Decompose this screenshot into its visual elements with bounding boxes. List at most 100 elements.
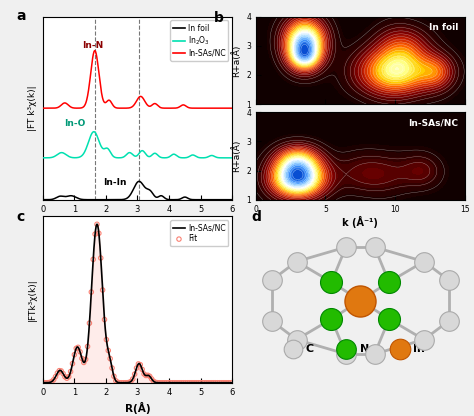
Point	[268, 318, 276, 324]
Point	[420, 258, 428, 265]
Fit	[154, 379, 161, 386]
Fit	[74, 344, 82, 351]
Y-axis label: R+a(Å): R+a(Å)	[231, 44, 241, 77]
Fit	[114, 379, 121, 386]
Point	[371, 244, 378, 250]
Fit	[46, 379, 54, 386]
Fit	[125, 379, 133, 386]
Y-axis label: |FTk³χ(k)|: |FTk³χ(k)|	[28, 278, 37, 321]
Point	[385, 279, 393, 285]
Fit	[121, 379, 129, 386]
In-SAs/NC	[40, 380, 46, 385]
Y-axis label: R+a(Å): R+a(Å)	[231, 140, 241, 172]
Fit	[185, 379, 193, 386]
Text: c: c	[16, 210, 24, 224]
Point	[385, 316, 393, 322]
Fit	[219, 379, 227, 386]
Fit	[135, 361, 142, 367]
Point	[342, 351, 350, 357]
Fit	[116, 379, 123, 386]
Fit	[163, 379, 171, 386]
Fit	[212, 379, 219, 386]
X-axis label: R(Å): R(Å)	[125, 402, 150, 414]
Fit	[40, 379, 48, 386]
Text: In-In: In-In	[103, 178, 126, 187]
Fit	[144, 372, 152, 379]
Fit	[225, 379, 233, 386]
Fit	[48, 378, 55, 385]
Text: In-SAs/NC: In-SAs/NC	[408, 119, 458, 127]
Fit	[208, 379, 216, 386]
Fit	[129, 376, 137, 382]
Point	[268, 277, 276, 283]
Text: N: N	[360, 344, 370, 354]
Fit	[210, 379, 218, 386]
In-SAs/NC	[167, 380, 173, 385]
Point	[445, 277, 452, 283]
Fit	[90, 256, 97, 263]
X-axis label: R(Å): R(Å)	[125, 219, 150, 231]
Fit	[102, 336, 110, 343]
Fit	[67, 368, 74, 375]
Fit	[182, 379, 189, 386]
Fit	[88, 289, 95, 295]
Fit	[97, 255, 105, 261]
Fit	[159, 379, 167, 386]
Fit	[165, 379, 173, 386]
Fit	[218, 379, 225, 386]
Fit	[65, 373, 73, 380]
Point	[328, 316, 335, 322]
Fit	[146, 373, 154, 380]
In-SAs/NC	[73, 346, 79, 351]
Fit	[150, 378, 157, 384]
Fit	[91, 231, 99, 238]
In-SAs/NC	[126, 380, 132, 385]
Fit	[104, 347, 112, 354]
Fit	[216, 379, 223, 386]
Fit	[59, 370, 67, 377]
Point	[342, 244, 350, 250]
Point	[287, 371, 294, 378]
Fit	[174, 379, 182, 386]
Fit	[195, 379, 202, 386]
Fit	[178, 379, 185, 386]
Fit	[142, 372, 150, 379]
Fit	[61, 374, 69, 380]
In-SAs/NC	[152, 379, 157, 384]
Text: b: b	[214, 11, 224, 25]
Point	[371, 351, 378, 357]
Fit	[112, 377, 119, 384]
Fit	[223, 379, 231, 386]
Fit	[133, 365, 140, 371]
Fit	[187, 379, 195, 386]
Fit	[201, 379, 208, 386]
Text: d: d	[252, 210, 262, 224]
Fit	[157, 379, 165, 386]
Fit	[206, 379, 214, 386]
Fit	[137, 362, 144, 368]
Fit	[148, 376, 155, 382]
Fit	[80, 359, 88, 366]
Fit	[95, 230, 103, 237]
Fit	[204, 379, 212, 386]
Y-axis label: |FT k³χ(k)|: |FT k³χ(k)|	[28, 85, 37, 131]
Fit	[55, 367, 63, 374]
Fit	[197, 379, 204, 386]
Fit	[152, 379, 159, 386]
Fit	[180, 379, 187, 386]
Legend: In foil, In$_2$O$_3$, In-SAs/NC: In foil, In$_2$O$_3$, In-SAs/NC	[170, 20, 228, 61]
Fit	[127, 378, 135, 385]
In-SAs/NC	[94, 222, 100, 227]
Fit	[183, 379, 191, 386]
Point	[356, 297, 364, 304]
Point	[293, 258, 301, 265]
Text: In-O: In-O	[64, 119, 85, 129]
Fit	[170, 379, 178, 386]
Fit	[161, 379, 169, 386]
Fit	[221, 379, 229, 386]
Fit	[82, 356, 90, 363]
Fit	[106, 355, 114, 362]
Fit	[123, 379, 131, 386]
Fit	[86, 320, 93, 327]
Fit	[191, 379, 199, 386]
